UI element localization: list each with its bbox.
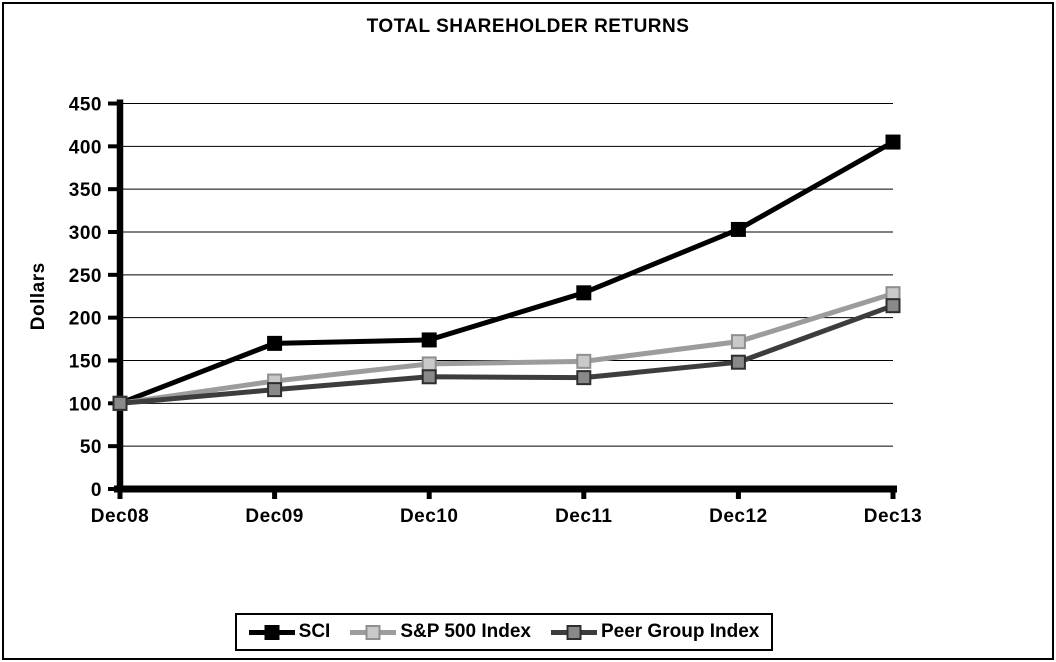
x-tick-label: Dec08 [91,506,150,527]
series-marker [576,353,592,369]
series-marker [421,356,437,372]
series-marker [730,354,746,370]
x-tick-label: Dec10 [400,506,459,527]
series-marker [267,335,283,351]
y-tick-label: 200 [69,309,102,330]
series-line [119,291,894,406]
series-marker [730,334,746,350]
chart-title: TOTAL SHAREHOLDER RETURNS [366,16,690,37]
series-marker [112,395,128,411]
legend-label: S&P 500 Index [400,621,531,642]
y-tick-label: 100 [69,394,102,415]
x-tick-label: Dec13 [864,506,923,527]
y-tick-label: 400 [69,137,102,158]
series-marker [267,382,283,398]
y-tick-label: 150 [69,352,102,373]
y-tick-label: 350 [69,180,102,201]
series-marker [885,298,901,314]
legend: SCI S&P 500 Index Peer Group Index [235,613,773,651]
legend-marker-icon [550,624,597,640]
y-tick-label: 250 [69,266,102,287]
series-marker [576,285,592,301]
y-tick-label: 300 [69,223,102,244]
series-line [119,139,895,406]
y-tick-label: 0 [91,480,102,501]
legend-marker-icon [248,624,295,640]
y-tick-label: 50 [80,437,102,458]
legend-entry: Peer Group Index [550,621,760,643]
series-marker [576,370,592,386]
x-tick-label: Dec12 [709,506,768,527]
legend-entry: SCI [248,621,331,643]
legend-label: Peer Group Index [600,621,760,642]
legend-label: SCI [298,621,331,642]
series-marker [730,221,746,237]
y-tick-label: 450 [69,95,102,116]
x-tick-label: Dec11 [555,506,612,527]
x-tick-label: Dec09 [245,506,304,527]
series-marker [885,134,901,150]
legend-entry: S&P 500 Index [350,621,531,643]
legend-marker-icon [350,624,397,640]
y-axis-title: Dollars [28,262,49,330]
series-marker [421,369,437,385]
series-line [119,303,894,406]
series-marker [421,332,437,348]
